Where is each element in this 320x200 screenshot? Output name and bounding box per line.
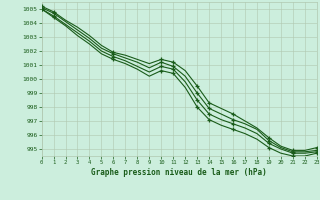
X-axis label: Graphe pression niveau de la mer (hPa): Graphe pression niveau de la mer (hPa) (91, 168, 267, 177)
